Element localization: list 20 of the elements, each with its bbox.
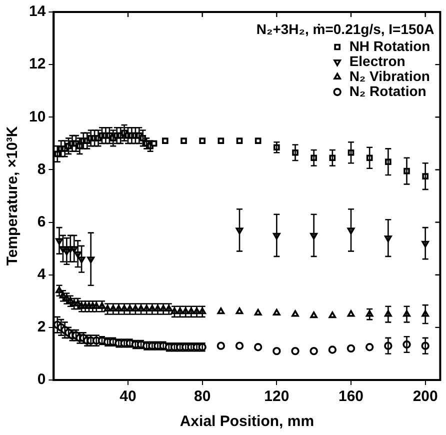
x-tick-label: 40 [120, 388, 136, 406]
annotation: N₂+3H₂, ṁ=0.21g/s, I=150A [256, 20, 434, 37]
y-tick-label: 0 [37, 371, 46, 388]
legend-label: N₂ Vibration [349, 68, 430, 84]
y-tick-label: 2 [37, 318, 46, 336]
x-tick-label: 80 [194, 388, 211, 406]
x-axis-title: Axial Position, mm [180, 413, 314, 430]
y-tick-label: 8 [37, 160, 46, 178]
y-tick-label: 4 [37, 266, 46, 283]
y-tick-label: 12 [28, 56, 46, 73]
legend-label: N₂ Rotation [349, 82, 426, 99]
y-tick-label: 14 [28, 3, 46, 20]
y-tick-label: 6 [37, 213, 46, 230]
legend-label: NH Rotation [349, 38, 430, 54]
y-tick-label: 10 [28, 108, 46, 126]
x-tick-label: 120 [264, 388, 290, 406]
x-tick-label: 200 [412, 388, 438, 406]
x-tick-label: 160 [338, 388, 364, 406]
y-axis-title: Temperature, ×10³K [4, 126, 22, 266]
legend-label: Electron [349, 52, 406, 69]
